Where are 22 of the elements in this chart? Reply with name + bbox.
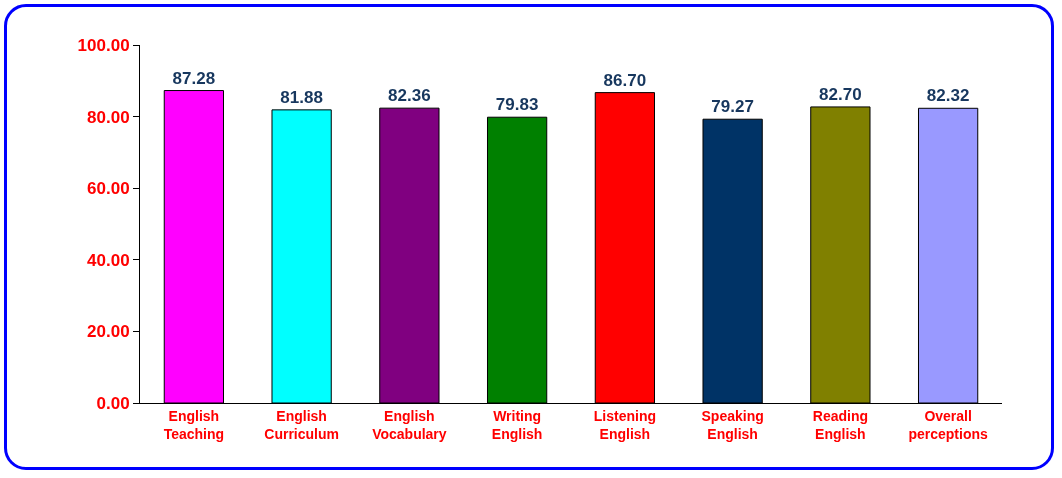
data-label: 86.70 bbox=[603, 70, 647, 90]
x-tick-label: Listening English bbox=[593, 407, 656, 442]
y-tick-label: 60.00 bbox=[87, 179, 130, 199]
y-tick-label: 80.00 bbox=[87, 107, 130, 127]
data-label: 79.83 bbox=[495, 95, 539, 115]
data-label: 87.28 bbox=[172, 68, 216, 88]
y-tick-label: 100.00 bbox=[77, 35, 130, 55]
x-tick-label: English Vocabulary bbox=[372, 407, 447, 442]
y-tick-label: 20.00 bbox=[87, 322, 130, 342]
x-tick-label: Overall perceptions bbox=[908, 407, 989, 442]
y-tick-label: 0.00 bbox=[96, 393, 130, 413]
x-tick-label: Reading English bbox=[812, 407, 868, 442]
data-label: 82.32 bbox=[926, 86, 970, 106]
x-tick-label: English Teaching bbox=[163, 407, 225, 442]
data-label: 82.36 bbox=[388, 86, 431, 106]
x-tick-label: English Curriculum bbox=[264, 407, 339, 442]
y-tick-label: 40.00 bbox=[87, 250, 130, 270]
data-label: 82.70 bbox=[819, 84, 862, 104]
x-tick-label: Writing English bbox=[491, 407, 543, 442]
x-tick-label: Speaking English bbox=[701, 407, 764, 442]
data-label: 81.88 bbox=[280, 87, 323, 107]
data-label: 79.27 bbox=[711, 97, 754, 117]
